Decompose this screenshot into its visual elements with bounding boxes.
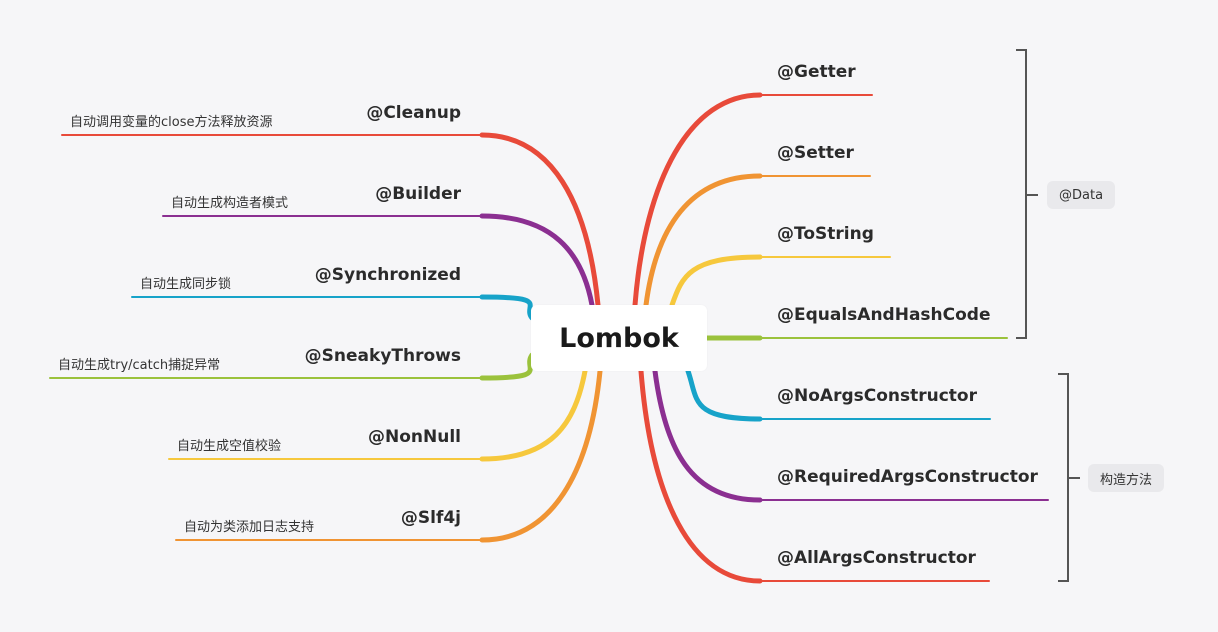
data-group-bracket <box>1016 49 1038 339</box>
left-topic-3[interactable]: @Synchronized <box>314 265 461 285</box>
right-topic-3[interactable]: @ToString <box>777 224 874 244</box>
constructor-group-bracket <box>1058 373 1080 582</box>
left-note-1: 自动调用变量的close方法释放资源 <box>70 115 273 130</box>
left-topic-5[interactable]: @NonNull <box>368 427 461 447</box>
branch-connector-1 <box>479 132 601 308</box>
right-topic-2[interactable]: @Setter <box>777 143 854 163</box>
right-topic-4[interactable]: @EqualsAndHashCode <box>777 305 991 325</box>
group-constructors[interactable]: 构造方法 <box>1088 464 1165 492</box>
right-topic-7[interactable]: @AllArgsConstructor <box>777 548 976 568</box>
branch-connector-3 <box>479 294 535 321</box>
branch-connector-4 <box>479 352 535 381</box>
left-note-3: 自动生成同步锁 <box>140 277 232 292</box>
group-data[interactable]: @Data <box>1047 181 1116 209</box>
branch-connector-2 <box>479 213 595 308</box>
branch-connector-5 <box>479 368 588 462</box>
right-topic-1[interactable]: @Getter <box>777 62 856 82</box>
left-note-5: 自动生成空值校验 <box>177 439 282 454</box>
right-connector-6 <box>652 368 763 503</box>
right-connector-1 <box>632 92 763 308</box>
right-topic-6[interactable]: @RequiredArgsConstructor <box>777 467 1038 487</box>
right-connector-7 <box>638 368 763 584</box>
right-topic-5[interactable]: @NoArgsConstructor <box>777 386 977 406</box>
left-topic-2[interactable]: @Builder <box>375 184 461 204</box>
left-topic-1[interactable]: @Cleanup <box>366 103 461 123</box>
right-connector-5 <box>685 368 763 422</box>
branch-connector-6 <box>479 368 603 543</box>
left-topic-6[interactable]: @Slf4j <box>400 508 461 528</box>
left-note-6: 自动为类添加日志支持 <box>184 520 315 535</box>
left-note-2: 自动生成构造者模式 <box>171 196 289 211</box>
right-connector-2 <box>643 173 763 308</box>
root-topic[interactable]: Lombok <box>531 305 707 371</box>
left-topic-4[interactable]: @SneakyThrows <box>304 346 461 366</box>
left-note-4: 自动生成try/catch捕捉异常 <box>58 358 221 373</box>
right-connector-3 <box>669 254 763 308</box>
